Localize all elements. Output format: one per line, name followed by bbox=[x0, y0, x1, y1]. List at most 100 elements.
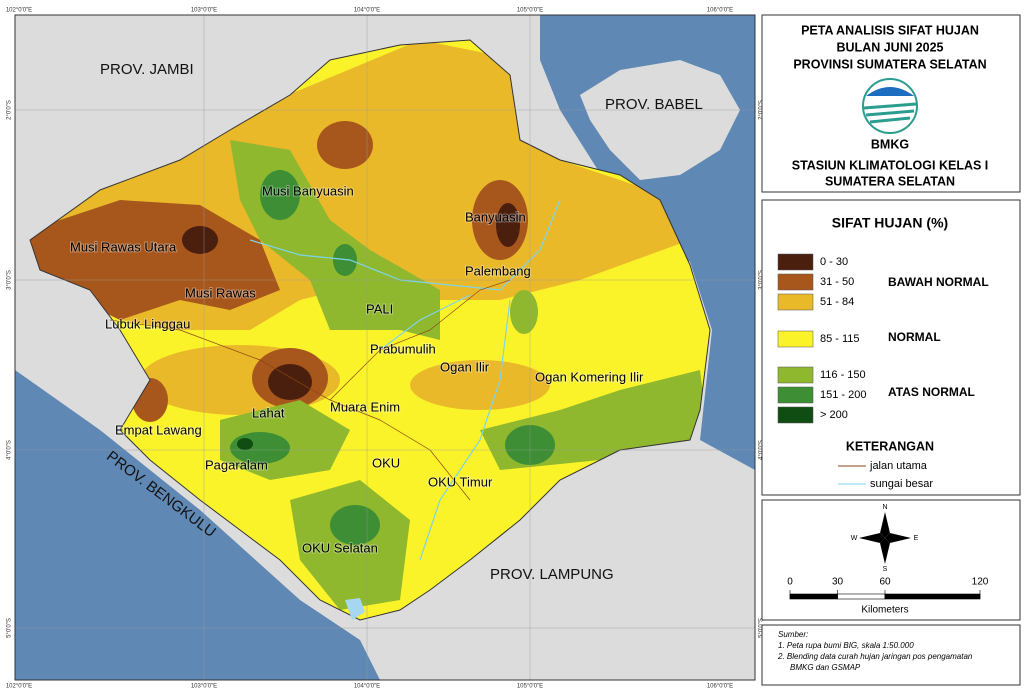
region-label: Pagaralam bbox=[205, 457, 268, 472]
river bbox=[249, 199, 561, 291]
legend-swatch bbox=[777, 406, 814, 424]
source-panel bbox=[761, 624, 1021, 686]
province-label: PROV. JAMBI bbox=[100, 61, 194, 78]
compass-label: W bbox=[851, 535, 858, 542]
lat-label: 4°0'0"S bbox=[7, 440, 13, 460]
lat-label: 5°0'0"S bbox=[7, 618, 13, 638]
legend-label: 51 - 84 bbox=[820, 296, 854, 308]
scale-bar: 0 30 60 120 bbox=[787, 577, 989, 600]
compass: N S E W bbox=[851, 504, 919, 573]
lat-label: 3°0'0"S bbox=[7, 270, 13, 290]
region-labels: Musi Banyuasin Banyuasin Musi Rawas Utar… bbox=[69, 182, 645, 556]
source-title: Sumber: bbox=[778, 630, 808, 639]
road bbox=[329, 279, 511, 401]
logo-top bbox=[866, 87, 914, 96]
legend-group: NORMAL bbox=[888, 330, 941, 344]
region-label: OKU Timur bbox=[428, 474, 493, 489]
compass-arm bbox=[885, 533, 911, 543]
region-label: Empat Lawang bbox=[115, 422, 202, 437]
area-151-200 bbox=[330, 505, 380, 545]
lon-label: 102°0'0"E bbox=[6, 684, 32, 690]
source-line: 2. Blending data curah hujan jaringan po… bbox=[777, 652, 973, 661]
legend-label: > 200 bbox=[820, 409, 848, 421]
scale-segment bbox=[789, 593, 838, 600]
legend-group: BAWAH NORMAL bbox=[888, 275, 989, 289]
region-label: OKU bbox=[372, 455, 400, 470]
lon-label: 103°0'0"E bbox=[191, 8, 217, 14]
compass-panel bbox=[761, 499, 1021, 621]
lon-label: 105°0'0"E bbox=[517, 8, 543, 14]
area-116-150 bbox=[510, 290, 538, 334]
legend-label: 116 - 150 bbox=[820, 369, 866, 381]
legend-swatch bbox=[777, 273, 814, 291]
legend-label: 85 - 115 bbox=[820, 333, 860, 345]
region-label: Muara Enim bbox=[330, 399, 400, 414]
legend-swatch bbox=[777, 330, 814, 348]
scale-label: 60 bbox=[879, 577, 891, 588]
region-label: Ogan Ilir bbox=[440, 359, 490, 374]
legend-label: jalan utama bbox=[869, 460, 928, 472]
region-label: OKU Selatan bbox=[302, 540, 378, 555]
region-label: Musi Rawas Utara bbox=[70, 239, 177, 254]
lon-label: 102°0'0"E bbox=[6, 8, 32, 14]
legend-swatch bbox=[777, 293, 814, 311]
lake bbox=[345, 598, 365, 620]
compass-label: N bbox=[882, 504, 887, 511]
legend-title: SIFAT HUJAN (%) bbox=[832, 215, 948, 231]
province-label: PROV. BABEL bbox=[605, 96, 703, 113]
area-0-30 bbox=[182, 226, 218, 254]
logo-waves bbox=[863, 102, 917, 124]
compass-arm bbox=[880, 512, 890, 538]
lon-label: 105°0'0"E bbox=[517, 684, 543, 690]
province-label: PROV. LAMPUNG bbox=[490, 566, 614, 583]
rivers bbox=[249, 199, 561, 561]
source-line: BMKG dan GSMAP bbox=[790, 663, 861, 672]
legend-swatch bbox=[777, 386, 814, 404]
graticule bbox=[15, 15, 755, 680]
keterangan: jalan utama sungai besar bbox=[838, 460, 933, 490]
region-label: Palembang bbox=[465, 263, 531, 278]
area-0-30 bbox=[496, 203, 520, 247]
area-31-50 bbox=[30, 200, 280, 320]
logo bbox=[862, 78, 918, 134]
source-line: 1. Peta rupa bumi BIG, skala 1:50.000 bbox=[778, 641, 914, 650]
scale-label: 120 bbox=[972, 577, 989, 588]
scale-label: 0 bbox=[787, 577, 793, 588]
region-label: Musi Banyuasin bbox=[262, 183, 354, 198]
map-border bbox=[14, 14, 756, 681]
river bbox=[379, 294, 471, 351]
compass-arm bbox=[880, 538, 890, 564]
legend-label: 151 - 200 bbox=[820, 389, 866, 401]
scale-label: 30 bbox=[832, 577, 844, 588]
map-title: PROVINSI SUMATERA SELATAN bbox=[793, 57, 986, 71]
compass-arm bbox=[859, 533, 885, 543]
area-51-84 bbox=[410, 360, 550, 410]
map-title: PETA ANALISIS SIFAT HUJAN bbox=[801, 23, 979, 37]
region-label: Lubuk Linggau bbox=[105, 316, 190, 331]
lon-label: 104°0'0"E bbox=[354, 8, 380, 14]
station: STASIUN KLIMATOLOGI KELAS I bbox=[792, 158, 989, 172]
legend-label: 0 - 30 bbox=[820, 256, 848, 268]
legend-group: ATAS NORMAL bbox=[888, 385, 975, 399]
sea-west bbox=[15, 370, 380, 680]
area-116-150 bbox=[290, 480, 410, 610]
region-label: Lahat bbox=[252, 405, 285, 420]
lon-label: 103°0'0"E bbox=[191, 684, 217, 690]
legend-swatch bbox=[777, 366, 814, 384]
scale-unit: Kilometers bbox=[861, 605, 908, 616]
scale-segment bbox=[837, 593, 886, 600]
lon-label: 104°0'0"E bbox=[354, 684, 380, 690]
title-panel bbox=[761, 14, 1021, 193]
agency: BMKG bbox=[871, 137, 909, 151]
legend-swatch bbox=[777, 253, 814, 271]
lat-label: 2°0'0"S bbox=[7, 100, 13, 120]
compass-label: E bbox=[914, 535, 919, 542]
legend-label: 31 - 50 bbox=[820, 276, 854, 288]
map-title: BULAN JUNI 2025 bbox=[837, 40, 944, 54]
legend: 0 - 30 31 - 50 51 - 84 85 - 115 116 - 150 151… bbox=[777, 253, 866, 424]
map-frame bbox=[15, 15, 755, 680]
region-label: Prabumulih bbox=[370, 341, 436, 356]
legend-panel bbox=[761, 199, 1021, 496]
island-babel bbox=[580, 60, 740, 180]
